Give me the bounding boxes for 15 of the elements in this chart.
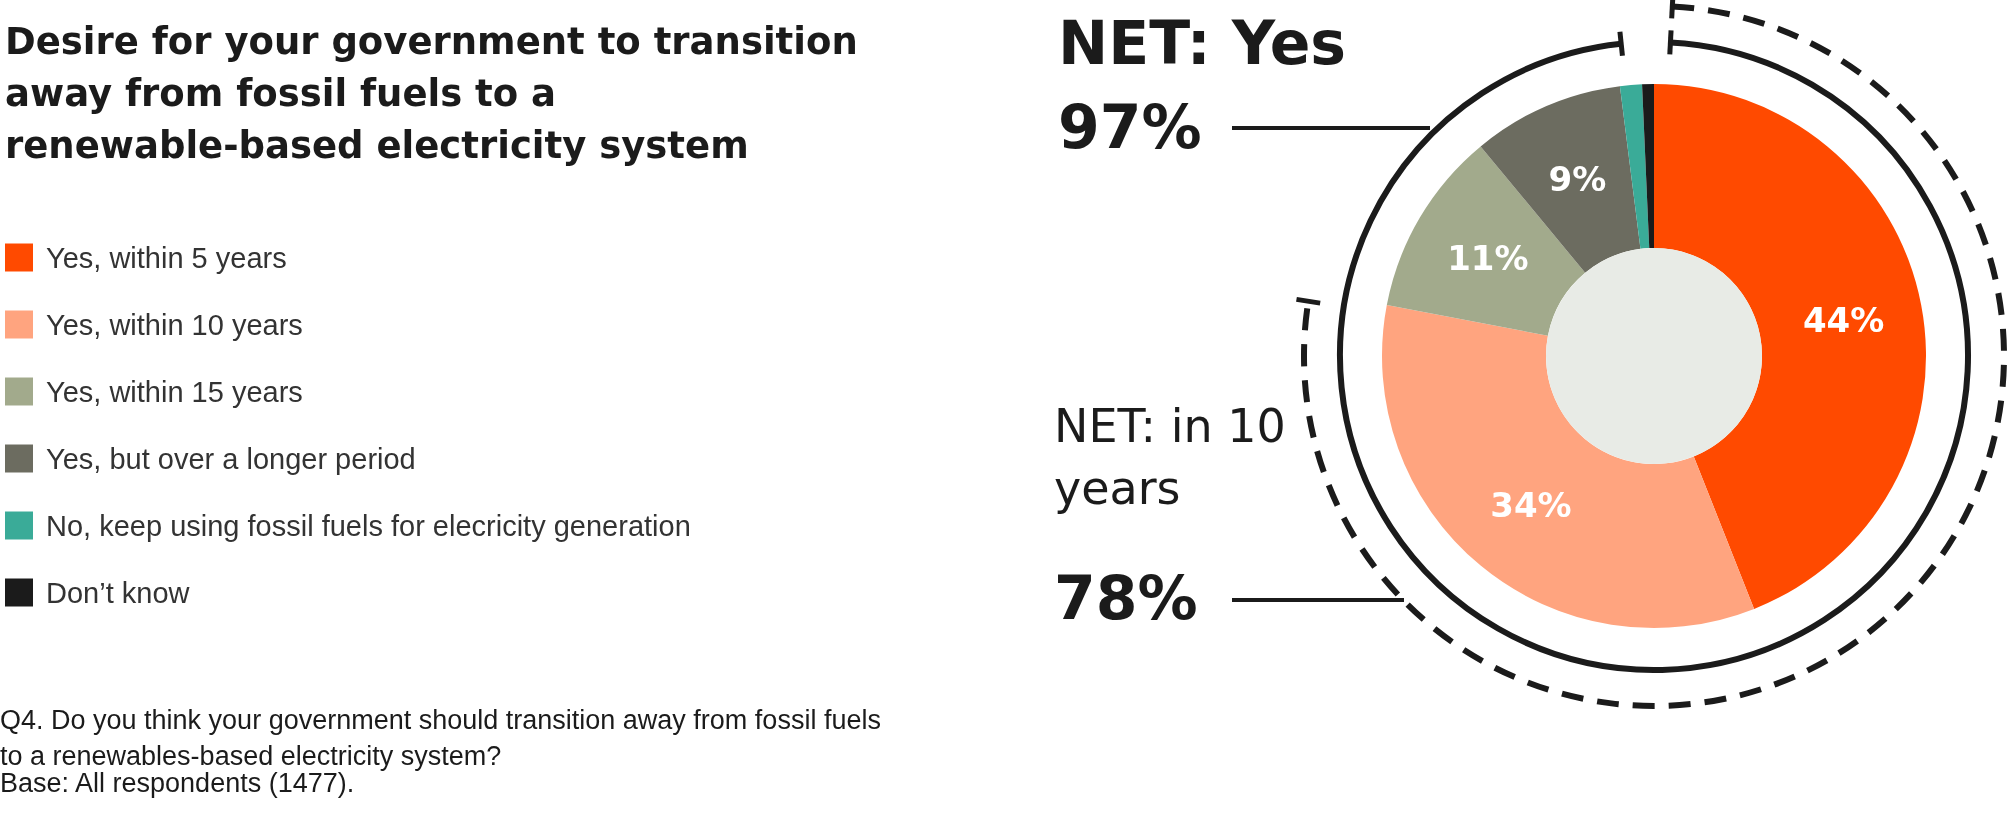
legend-label: Yes, but over a longer period <box>46 442 416 475</box>
data-label: 11% <box>1447 237 1529 278</box>
legend-label: Don’t know <box>46 576 191 609</box>
data-label: 44% <box>1802 299 1885 340</box>
text: NET: in 10 years <box>1054 398 1287 517</box>
legend-label: Yes, within 10 years <box>46 308 303 341</box>
text: 78% <box>1054 563 1198 633</box>
data-label: 34% <box>1490 484 1572 525</box>
legend-label: Yes, within 15 years <box>46 375 303 408</box>
legend-label: No, keep using fossil fuels for elecricity generation <box>46 509 691 542</box>
chart-title: Desire for your government to transition away from fossil fuels to a renewable-based electricity system <box>5 19 871 167</box>
data-label: 9% <box>1548 158 1607 199</box>
legend-label: Yes, within 5 years <box>46 241 287 274</box>
text: 97% <box>1058 92 1202 162</box>
text: NET: Yes <box>1058 8 1347 78</box>
